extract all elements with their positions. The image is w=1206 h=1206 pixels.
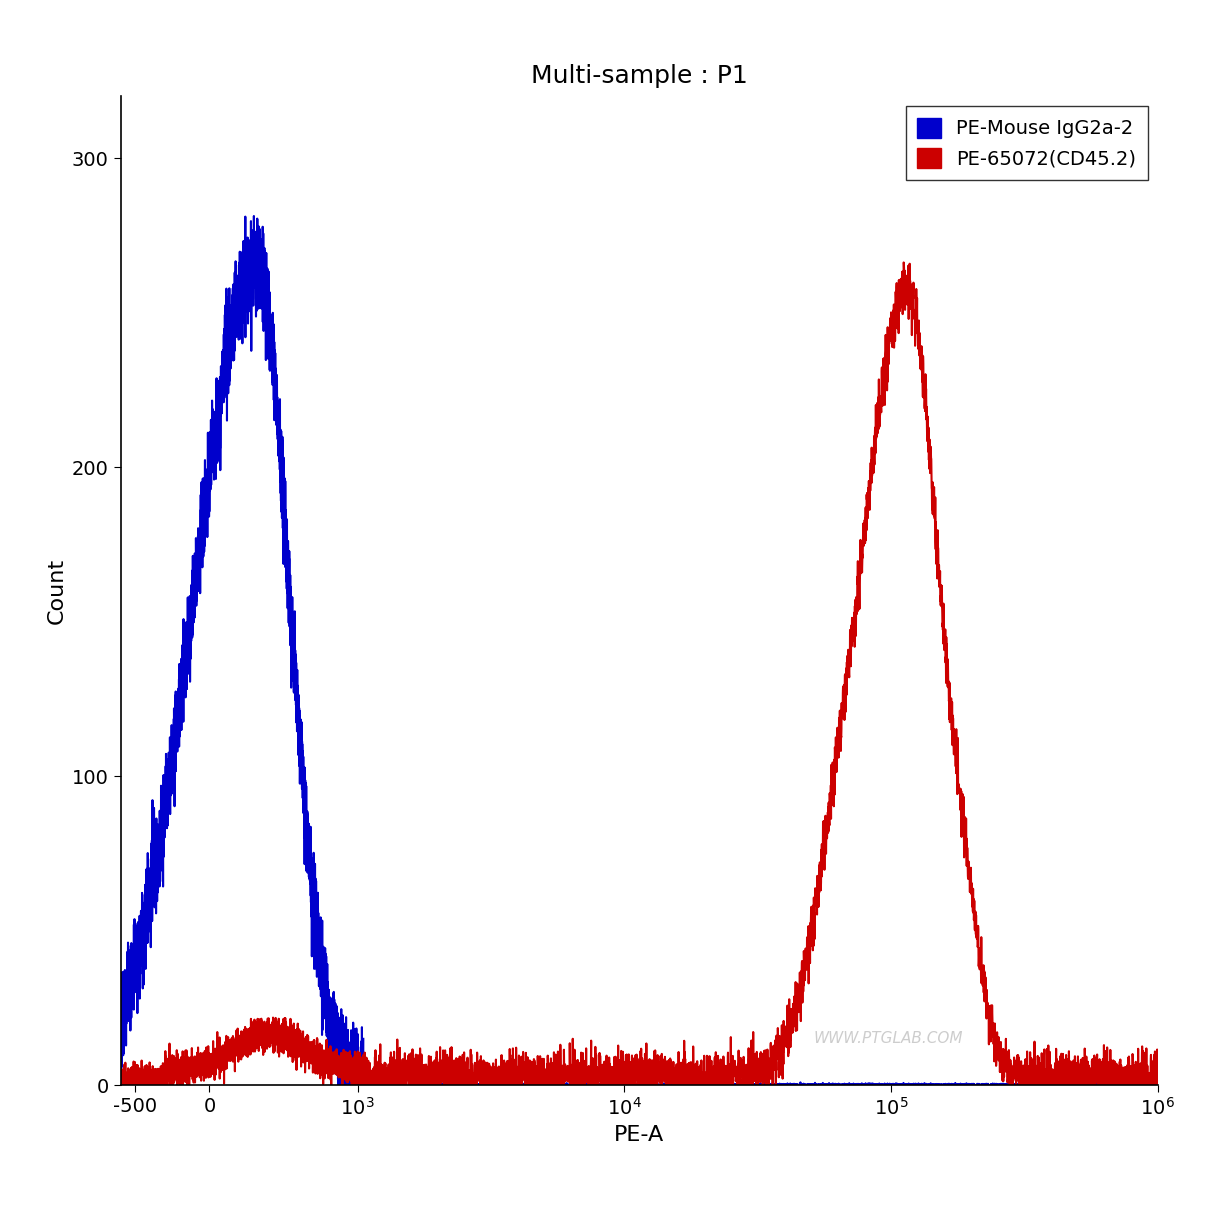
PE-Mouse IgG2a-2 <box>218 356 233 370</box>
PE-Mouse IgG2a-2 <box>141 918 156 932</box>
PE-65072(CD45.2) <box>352 1065 367 1079</box>
PE-65072(CD45.2) <box>156 1065 170 1079</box>
PE-65072(CD45.2) <box>207 1065 222 1079</box>
Legend: PE-Mouse IgG2a-2, PE-65072(CD45.2): PE-Mouse IgG2a-2, PE-65072(CD45.2) <box>906 106 1148 181</box>
Title: Multi-sample : P1: Multi-sample : P1 <box>531 64 748 88</box>
PE-65072(CD45.2) <box>356 1078 370 1093</box>
PE-Mouse IgG2a-2 <box>352 1078 367 1093</box>
Y-axis label: Count: Count <box>46 558 66 624</box>
Text: WWW.PTGLAB.COM: WWW.PTGLAB.COM <box>813 1031 962 1046</box>
PE-65072(CD45.2) <box>327 1062 341 1077</box>
PE-Mouse IgG2a-2 <box>207 453 222 468</box>
PE-Mouse IgG2a-2 <box>356 1031 370 1046</box>
PE-65072(CD45.2) <box>218 1052 233 1066</box>
PE-Mouse IgG2a-2 <box>247 209 262 223</box>
PE-65072(CD45.2) <box>141 1078 156 1093</box>
X-axis label: PE-A: PE-A <box>614 1125 665 1144</box>
Line: PE-Mouse IgG2a-2: PE-Mouse IgG2a-2 <box>121 216 363 1085</box>
PE-Mouse IgG2a-2 <box>156 843 170 857</box>
PE-65072(CD45.2) <box>113 1078 128 1093</box>
PE-Mouse IgG2a-2 <box>327 1026 341 1041</box>
PE-65072(CD45.2) <box>265 1011 280 1025</box>
PE-Mouse IgG2a-2 <box>113 1078 128 1093</box>
Line: PE-65072(CD45.2): PE-65072(CD45.2) <box>121 1018 363 1085</box>
